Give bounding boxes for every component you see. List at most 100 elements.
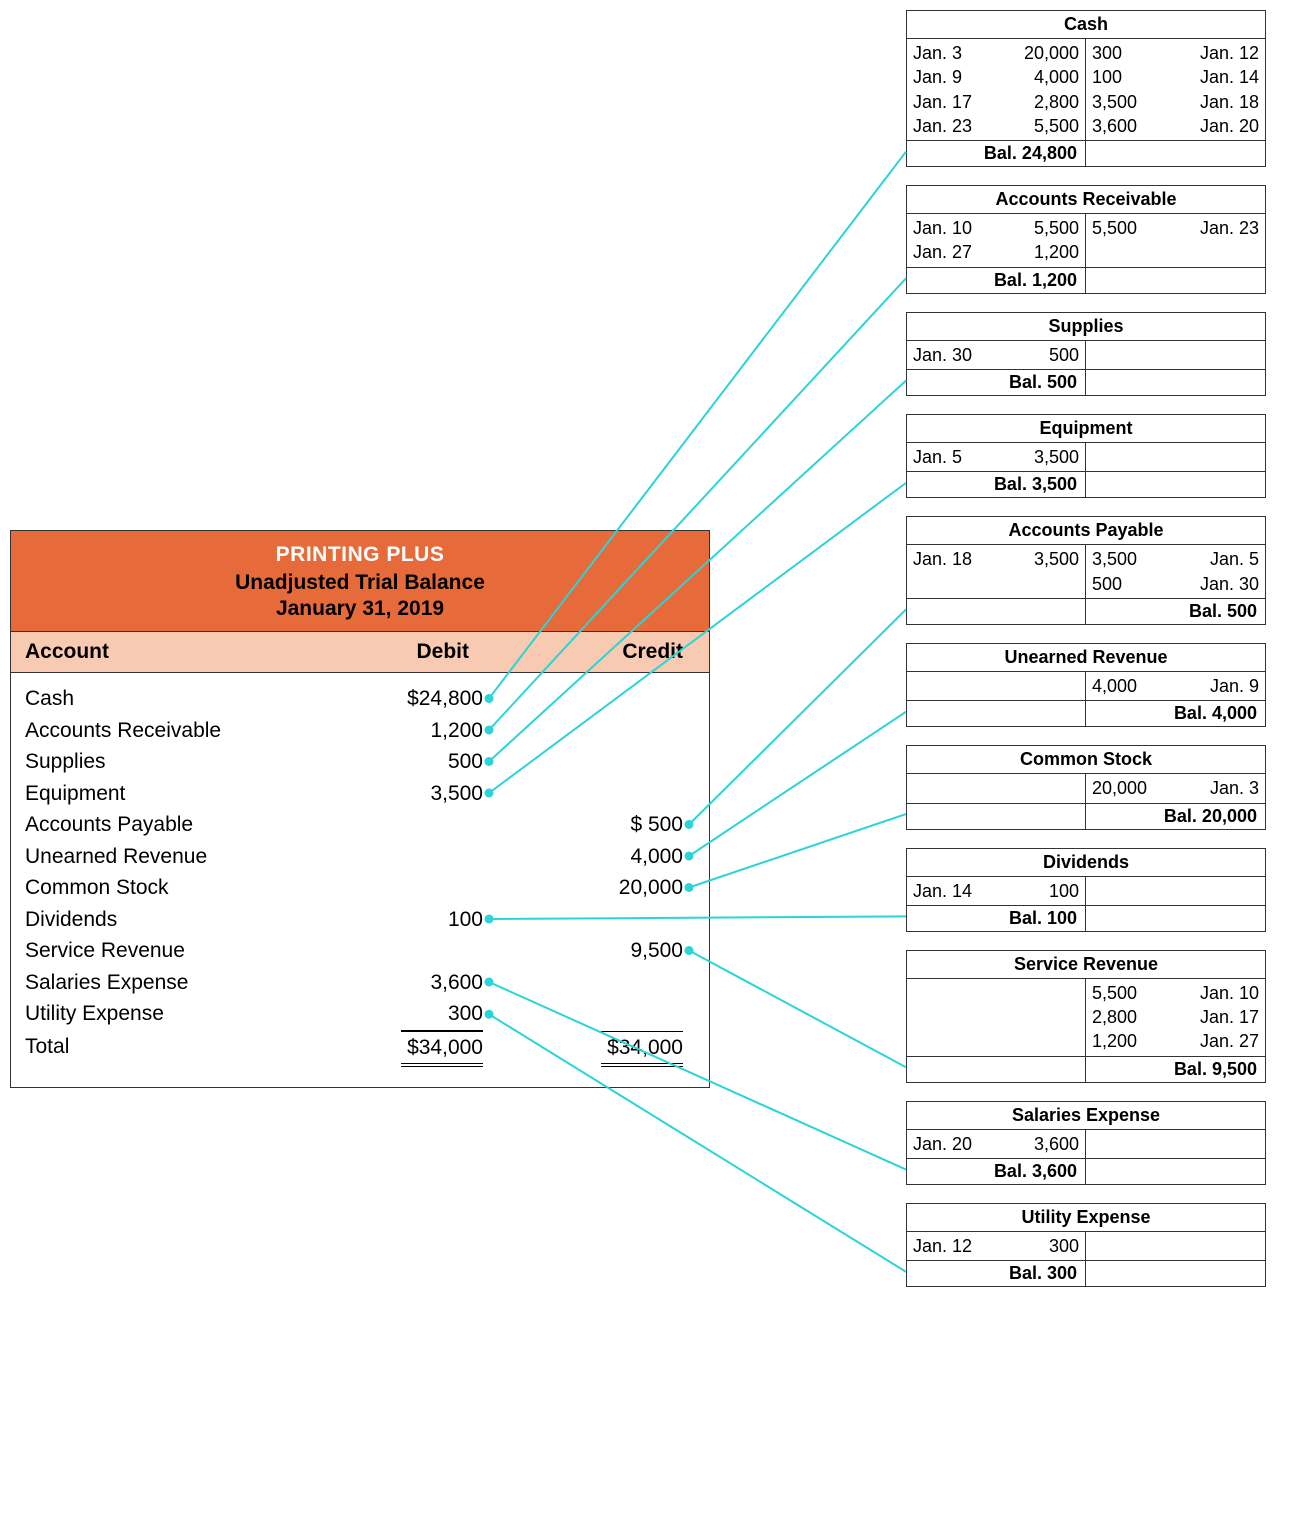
account-name: Dividends [11,904,309,936]
t-balance-left: Bal. 1,200 [907,268,1086,293]
t-entry: 100Jan. 14 [1092,65,1259,89]
debit-value: $24,800 [309,683,509,715]
t-account-body: Jan. 203,600 [907,1130,1265,1159]
t-debit-side: Jan. 14100 [907,877,1086,905]
t-balance-right [1086,1159,1265,1184]
t-account-body: Jan. 12300 [907,1232,1265,1261]
t-account-balance-row: Bal. 4,000 [907,701,1265,726]
t-entry-date: Jan. 23 [913,114,972,138]
t-entry: 3,500Jan. 5 [1092,547,1259,571]
t-entry-date: Jan. 30 [1200,572,1259,596]
t-entry: Jan. 23 5,500 [913,114,1079,138]
t-entry: Jan. 53,500 [913,445,1079,469]
debit-value: 500 [309,746,509,778]
t-credit-side: 20,000Jan. 3 [1086,774,1265,802]
report-date: January 31, 2019 [21,597,699,621]
credit-value: 4,000 [509,841,709,873]
debit-value: 300 [309,998,509,1031]
t-account: DividendsJan. 14100Bal. 100 [906,848,1266,932]
t-account-title: Equipment [907,415,1265,443]
t-account-title: Unearned Revenue [907,644,1265,672]
t-debit-side: Jan. 12300 [907,1232,1086,1260]
t-account: Common Stock20,000Jan. 3Bal. 20,000 [906,745,1266,829]
trial-balance-rows: Cash$24,800Accounts Receivable1,200Suppl… [11,673,709,1087]
t-credit-side [1086,443,1265,471]
t-entry-date: Jan. 10 [1200,981,1259,1005]
connector-line [689,609,906,824]
t-entry-date: Jan. 5 [913,445,962,469]
t-credit-side: 5,500Jan. 23 [1086,214,1265,267]
t-debit-side [907,979,1086,1056]
t-balance-right [1086,1261,1265,1286]
t-debit-side: Jan. 30500 [907,341,1086,369]
t-debit-side: Jan. 105,500Jan. 271,200 [907,214,1086,267]
t-account-body: Jan. 14100 [907,877,1265,906]
credit-value [509,683,709,715]
t-account-body: 5,500Jan. 102,800Jan. 171,200Jan. 27 [907,979,1265,1057]
t-entry: Jan. 203,600 [913,1132,1079,1156]
connector-line [689,712,906,856]
t-accounts-column: CashJan. 320,000Jan. 94,000Jan. 172,800J… [906,10,1266,1305]
table-row: Service Revenue9,500 [11,935,709,967]
t-entry-date: Jan. 3 [1210,776,1259,800]
t-account-title: Salaries Expense [907,1102,1265,1130]
t-entry: Jan. 17 2,800 [913,90,1079,114]
t-debit-side: Jan. 320,000Jan. 94,000Jan. 172,800Jan. … [907,39,1086,140]
t-account-title: Cash [907,11,1265,39]
table-row: Dividends100 [11,904,709,936]
table-row: Utility Expense300 [11,998,709,1031]
t-entry-amount: 100 [1092,65,1122,89]
trial-balance-header: PRINTING PLUS Unadjusted Trial Balance J… [11,531,709,632]
t-entry: 3,500Jan. 18 [1092,90,1259,114]
t-debit-side [907,774,1086,802]
table-row: Cash$24,800 [11,683,709,715]
t-entry-date: Jan. 20 [913,1132,972,1156]
t-entry-amount: 5,500 [1034,114,1079,138]
t-entry: 20,000Jan. 3 [1092,776,1259,800]
account-name: Utility Expense [11,998,309,1031]
t-account: SuppliesJan. 30500Bal. 500 [906,312,1266,396]
t-entry-amount: 300 [1092,41,1122,65]
table-row: Supplies500 [11,746,709,778]
t-entry: Jan. 94,000 [913,65,1079,89]
t-balance-left [907,804,1086,829]
t-account-title: Utility Expense [907,1204,1265,1232]
t-entry-date: Jan. 18 [1200,90,1259,114]
t-account-balance-row: Bal. 500 [907,599,1265,624]
t-entry: Jan. 320,000 [913,41,1079,65]
t-entry-amount: 500 [1092,572,1122,596]
credit-value [509,904,709,936]
total-label: Total [11,1031,309,1068]
total-row: Total$34,000$34,000 [11,1031,709,1068]
t-entry: Jan. 271,200 [913,240,1079,264]
t-entry-date: Jan. 17 [913,90,972,114]
t-account-body: Jan. 183,5003,500Jan. 5500Jan. 30 [907,545,1265,599]
t-account-body: Jan. 320,000Jan. 94,000Jan. 172,800Jan. … [907,39,1265,141]
t-account-body: Jan. 30500 [907,341,1265,370]
debit-value: 3,600 [309,967,509,999]
t-credit-side [1086,1130,1265,1158]
report-title: Unadjusted Trial Balance [21,571,699,595]
t-balance-right [1086,472,1265,497]
t-account-title: Dividends [907,849,1265,877]
t-account-balance-row: Bal. 500 [907,370,1265,395]
t-entry-date: Jan. 27 [1200,1029,1259,1053]
credit-value [509,967,709,999]
debit-value: 1,200 [309,715,509,747]
t-entry: 2,800Jan. 17 [1092,1005,1259,1029]
column-debit: Debit [309,632,509,672]
t-entry-amount: 2,800 [1034,90,1079,114]
account-name: Salaries Expense [11,967,309,999]
t-account-balance-row: Bal. 300 [907,1261,1265,1286]
table-row: Equipment3,500 [11,778,709,810]
t-entry: 3,600Jan. 20 [1092,114,1259,138]
debit-value [309,872,509,904]
account-name: Accounts Payable [11,809,309,841]
t-account-title: Common Stock [907,746,1265,774]
t-entry-date: Jan. 17 [1200,1005,1259,1029]
trial-balance-column-headers: Account Debit Credit [11,632,709,673]
debit-value: 3,500 [309,778,509,810]
t-entry: Jan. 30500 [913,343,1079,367]
table-row: Salaries Expense3,600 [11,967,709,999]
t-entry-date: Jan. 18 [913,547,972,571]
